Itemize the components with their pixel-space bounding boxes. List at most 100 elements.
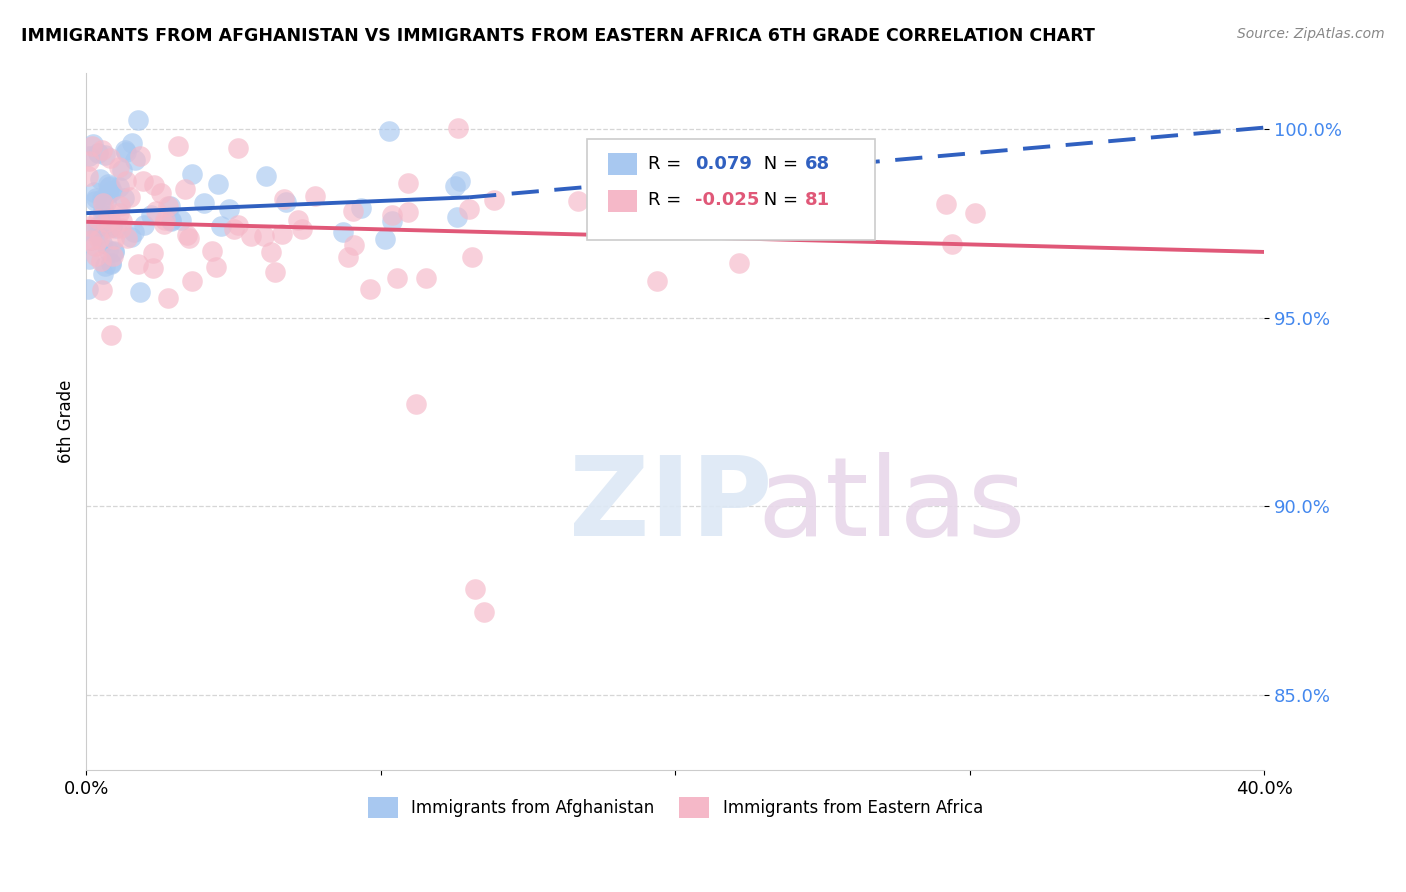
Point [94,259,117,273]
Point [103,249,125,263]
Point [129,149,152,163]
Point [80,233,103,247]
Point [149,186,172,201]
Point [84,249,107,263]
Point [77,153,100,168]
Point [97,179,120,194]
Point [115,173,138,187]
Point [935,197,957,211]
Text: N =: N = [758,192,803,210]
Point [110,220,132,235]
Point [120,230,142,244]
Point [91,203,114,218]
Point [271,227,294,242]
Point [83,194,105,209]
Point [83,239,105,253]
Point [457,202,479,216]
Point [240,229,263,244]
Point [226,219,249,233]
Point [260,244,283,259]
Point [115,145,138,159]
Point [80,139,103,153]
Point [77,148,100,162]
Point [461,250,484,264]
Point [254,169,277,183]
Text: R =: R = [648,154,688,172]
Point [97,187,120,202]
Point [94,219,117,234]
Point [124,153,146,167]
Point [87,145,110,160]
Point [180,274,202,288]
Point [157,291,180,305]
Point [274,195,297,210]
Point [647,274,669,288]
Text: R =: R = [648,192,688,210]
Point [107,160,129,174]
Point [263,265,285,279]
Point [112,191,135,205]
Point [98,221,121,235]
Point [193,196,215,211]
Point [727,256,749,270]
Point [226,141,249,155]
Point [153,213,176,227]
Point [98,179,121,194]
Point [472,605,495,619]
Point [90,192,112,206]
Point [103,244,125,258]
Point [96,211,118,226]
Point [170,212,193,227]
Point [218,202,240,216]
Point [105,221,128,235]
Point [443,179,465,194]
Point [290,222,312,236]
Point [464,582,486,596]
Point [173,182,195,196]
Point [201,244,224,258]
Point [447,120,470,135]
Text: Source: ZipAtlas.com: Source: ZipAtlas.com [1237,27,1385,41]
Point [482,193,505,207]
Point [77,223,100,237]
Point [97,244,120,258]
Point [567,194,589,208]
Point [405,397,427,411]
Point [396,176,419,190]
Point [343,238,366,252]
Point [94,195,117,210]
Point [91,195,114,210]
Legend: Immigrants from Afghanistan, Immigrants from Eastern Africa: Immigrants from Afghanistan, Immigrants … [361,790,990,824]
Point [91,235,114,250]
Point [374,232,396,246]
Point [90,143,112,157]
Point [83,185,105,199]
Point [167,139,190,153]
Point [94,214,117,228]
Point [181,167,204,181]
Point [131,174,153,188]
Point [385,270,408,285]
Point [377,124,399,138]
Text: N =: N = [758,154,803,172]
Point [111,163,134,178]
Point [142,246,165,260]
Point [87,212,110,227]
Point [176,227,198,242]
Point [76,282,98,296]
Point [120,189,142,203]
Point [143,178,166,193]
Point [287,213,309,227]
Point [101,219,124,234]
Point [132,218,155,232]
Point [205,260,228,274]
Point [142,261,165,276]
Point [207,177,229,191]
Text: 81: 81 [804,192,830,210]
Point [253,229,276,244]
Y-axis label: 6th Grade: 6th Grade [58,380,75,463]
Point [396,205,419,219]
Point [84,191,107,205]
Text: -0.025: -0.025 [695,192,759,210]
Point [77,219,100,233]
